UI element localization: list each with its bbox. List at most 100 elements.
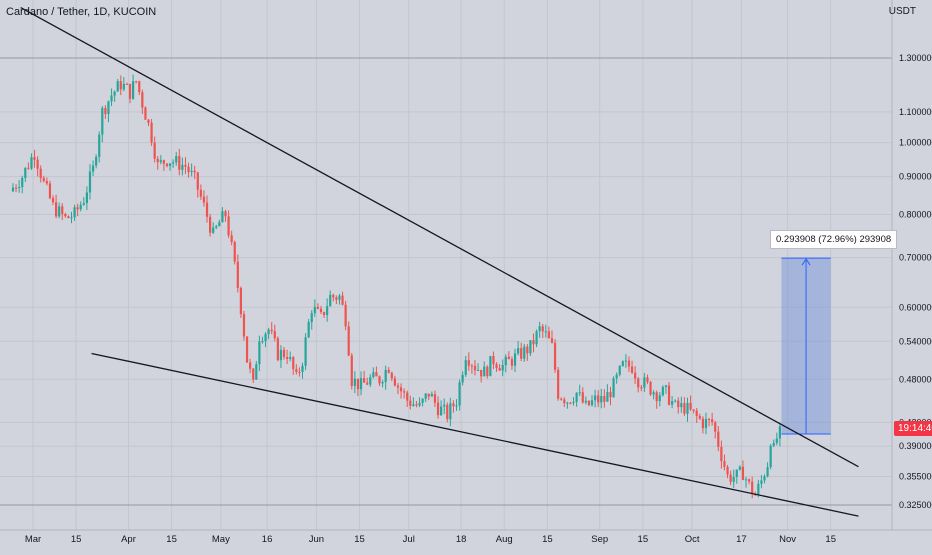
candle-67[interactable] — [218, 219, 221, 227]
candle-240[interactable] — [751, 476, 754, 499]
candle-59[interactable] — [193, 165, 196, 180]
candle-48[interactable] — [159, 155, 162, 165]
candle-227[interactable] — [711, 412, 714, 426]
candle-122[interactable] — [387, 367, 390, 374]
candle-94[interactable] — [301, 362, 304, 379]
candle-133[interactable] — [421, 397, 424, 407]
candle-105[interactable] — [335, 295, 338, 305]
candle-41[interactable] — [138, 80, 141, 96]
candle-238[interactable] — [744, 476, 748, 488]
candle-197[interactable] — [618, 365, 621, 377]
candle-191[interactable] — [600, 388, 603, 409]
candle-4[interactable] — [24, 167, 27, 183]
candle-175[interactable] — [550, 330, 554, 344]
candle-103[interactable] — [329, 290, 332, 307]
candle-173[interactable] — [544, 324, 547, 338]
candle-5[interactable] — [27, 162, 30, 170]
candle-115[interactable] — [366, 377, 369, 386]
candle-110[interactable] — [350, 352, 353, 390]
candle-24[interactable] — [85, 186, 88, 211]
candle-187[interactable] — [587, 400, 591, 407]
candle-245[interactable] — [766, 462, 769, 478]
candle-99[interactable] — [316, 303, 319, 310]
candle-27[interactable] — [95, 154, 98, 169]
candle-28[interactable] — [98, 131, 101, 163]
candle-150[interactable] — [473, 360, 477, 376]
candle-49[interactable] — [162, 159, 165, 171]
candle-31[interactable] — [107, 100, 110, 123]
candle-100[interactable] — [319, 305, 323, 315]
candle-60[interactable] — [196, 171, 199, 198]
candle-124[interactable] — [393, 375, 396, 387]
candle-151[interactable] — [476, 363, 480, 372]
candle-225[interactable] — [704, 412, 708, 435]
candle-38[interactable] — [128, 83, 132, 104]
candle-163[interactable] — [513, 348, 517, 373]
candle-117[interactable] — [372, 367, 375, 379]
candle-171[interactable] — [538, 321, 541, 338]
candle-192[interactable] — [603, 389, 606, 408]
candles[interactable] — [11, 74, 781, 499]
candle-80[interactable] — [258, 335, 261, 372]
candle-77[interactable] — [249, 358, 252, 374]
candle-56[interactable] — [184, 157, 187, 174]
candle-231[interactable] — [723, 454, 726, 471]
candle-92[interactable] — [295, 364, 298, 375]
candle-204[interactable] — [640, 384, 643, 392]
candle-199[interactable] — [624, 354, 627, 368]
candle-123[interactable] — [390, 371, 393, 382]
candle-134[interactable] — [424, 393, 427, 403]
candle-140[interactable] — [443, 398, 446, 415]
candle-40[interactable] — [135, 80, 138, 84]
candle-7[interactable] — [33, 149, 36, 168]
candle-58[interactable] — [190, 163, 193, 177]
candle-206[interactable] — [646, 374, 649, 385]
candle-234[interactable] — [732, 469, 735, 488]
candle-158[interactable] — [498, 364, 501, 371]
candle-64[interactable] — [209, 213, 212, 237]
candle-152[interactable] — [480, 369, 483, 383]
candle-121[interactable] — [384, 365, 387, 390]
candle-221[interactable] — [692, 409, 695, 414]
time-axis[interactable]: Mar 15 Apr 15 May 16 Jun 15 Jul 18 Aug 15 Sep 15 Oct 17… — [25, 534, 836, 545]
candle-235[interactable] — [735, 469, 738, 484]
candle-11[interactable] — [45, 177, 48, 186]
candle-9[interactable] — [39, 165, 42, 183]
candle-216[interactable] — [677, 397, 680, 414]
candle-96[interactable] — [307, 318, 310, 339]
candle-106[interactable] — [338, 293, 341, 305]
candle-30[interactable] — [104, 105, 107, 119]
candle-25[interactable] — [88, 164, 92, 200]
candle-167[interactable] — [526, 344, 529, 361]
candle-88[interactable] — [282, 347, 286, 360]
candle-146[interactable] — [461, 371, 464, 386]
candle-143[interactable] — [452, 400, 455, 413]
candle-126[interactable] — [399, 383, 403, 399]
candle-52[interactable] — [172, 159, 175, 168]
candle-147[interactable] — [464, 355, 467, 377]
candle-70[interactable] — [227, 210, 230, 238]
candle-205[interactable] — [643, 372, 646, 392]
candle-112[interactable] — [356, 378, 360, 397]
candle-239[interactable] — [748, 478, 751, 485]
candle-62[interactable] — [202, 190, 206, 207]
candle-178[interactable] — [560, 397, 563, 401]
candle-248[interactable] — [775, 432, 778, 446]
candle-223[interactable] — [698, 413, 701, 420]
candle-224[interactable] — [701, 416, 704, 434]
candle-237[interactable] — [741, 460, 745, 481]
candle-16[interactable] — [61, 203, 64, 221]
candle-211[interactable] — [661, 385, 664, 397]
candle-153[interactable] — [483, 361, 486, 377]
candle-114[interactable] — [363, 370, 366, 383]
candle-182[interactable] — [572, 397, 575, 406]
candle-79[interactable] — [255, 361, 258, 380]
candle-8[interactable] — [36, 156, 39, 177]
candle-156[interactable] — [492, 351, 495, 370]
candle-13[interactable] — [51, 195, 55, 206]
candle-201[interactable] — [630, 360, 634, 374]
candle-236[interactable] — [738, 465, 741, 471]
candle-10[interactable] — [42, 175, 45, 183]
candle-102[interactable] — [326, 298, 329, 322]
